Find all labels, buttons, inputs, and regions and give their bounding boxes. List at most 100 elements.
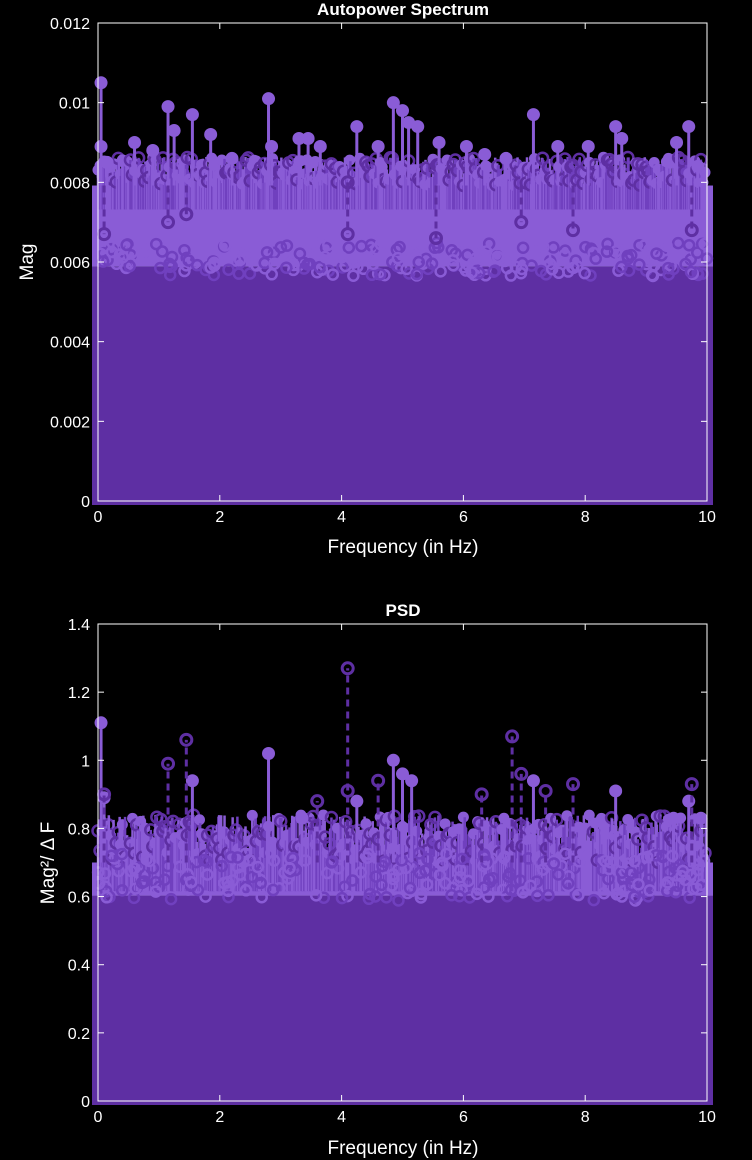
stem-marker <box>301 132 315 146</box>
psd-axes: 0 2 4 6 8 10 0 0.2 0.4 0.6 0.8 1 1.2 1.4 <box>68 617 716 1126</box>
noise-open-marker <box>684 265 698 279</box>
stem-marker <box>340 661 355 676</box>
stem-marker <box>100 155 114 169</box>
noise-open-marker <box>400 262 413 276</box>
noise-open-marker <box>600 245 614 258</box>
noise-open-marker <box>661 876 675 889</box>
noise-open-marker <box>420 878 434 891</box>
stem-marker <box>670 136 684 149</box>
stem-marker <box>684 777 699 792</box>
chart-title: Autopower Spectrum <box>317 0 489 19</box>
noise-open-marker <box>602 862 616 876</box>
noise-open-marker <box>245 870 259 884</box>
noise-open-marker <box>373 268 387 281</box>
noise-open-marker <box>486 871 500 885</box>
stem-marker <box>128 136 142 149</box>
stem-marker <box>396 104 409 118</box>
noise-open-marker <box>480 245 493 258</box>
stem-marker <box>94 139 108 153</box>
noise-open-marker <box>173 860 187 874</box>
noise-open-marker <box>234 868 247 881</box>
noise-open-marker <box>299 854 312 867</box>
noise-open-marker <box>268 257 281 270</box>
noise-open-marker <box>218 239 232 252</box>
stem-marker <box>94 76 108 90</box>
y-axis-label: Mag <box>17 244 38 281</box>
noise-open-marker <box>144 253 157 266</box>
y-tick-label: 0.6 <box>68 890 90 907</box>
noise-open-marker <box>459 264 473 277</box>
series-1 <box>97 175 699 246</box>
noise-open-marker <box>558 248 572 262</box>
noise-open-marker <box>504 883 518 897</box>
stem-marker <box>538 783 553 798</box>
stem-marker <box>474 787 489 802</box>
noise-open-marker <box>289 863 302 877</box>
noise-open-marker <box>601 237 614 251</box>
stem-marker <box>185 108 199 122</box>
noise-marker <box>194 814 205 826</box>
noise-open-marker <box>354 866 368 879</box>
stem-marker <box>265 139 279 153</box>
autopower-axes: 0 2 4 6 8 10 0 0.002 0.004 0.006 0.008 0.01 0.012 <box>50 16 716 526</box>
noise-open-marker <box>94 247 107 261</box>
noise-open-marker <box>283 861 296 875</box>
x-axis-label: Frequency (in Hz) <box>328 537 479 558</box>
stem-marker <box>340 227 355 242</box>
noise-open-marker <box>589 252 602 265</box>
stem-marker <box>350 120 364 134</box>
x-tick-label: 10 <box>698 1109 716 1126</box>
noise-open-marker <box>584 269 597 282</box>
stem-marker <box>295 811 309 825</box>
y-tick-label: 0.008 <box>50 175 90 192</box>
noise-open-marker <box>124 864 138 878</box>
noise-open-marker <box>177 237 191 251</box>
noise-open-marker <box>664 259 677 272</box>
noise-open-marker <box>318 250 332 264</box>
noise-marker <box>457 811 469 823</box>
noise-open-marker <box>496 883 510 897</box>
stem-marker <box>179 207 194 222</box>
noise-open-marker <box>378 855 391 869</box>
noise-open-marker <box>178 264 191 278</box>
noise-open-marker <box>453 870 467 884</box>
stem-marker <box>161 100 175 114</box>
noise-open-marker <box>135 876 149 890</box>
noise-floor-mass <box>92 266 713 505</box>
noise-open-marker <box>421 852 434 866</box>
series-1 <box>97 661 699 863</box>
noise-open-marker <box>661 884 674 898</box>
x-tick-label: 8 <box>581 509 590 526</box>
stem-marker <box>694 811 708 825</box>
noise-open-marker <box>140 853 153 866</box>
noise-open-marker <box>455 852 469 866</box>
axes-box <box>97 623 708 1102</box>
stem-marker <box>526 108 540 122</box>
noise-marker <box>428 810 442 825</box>
stem-marker <box>262 746 276 760</box>
noise-open-markers <box>94 236 714 283</box>
noise-open-marker <box>355 239 368 253</box>
stem-marker <box>514 766 529 781</box>
noise-open-marker <box>226 874 239 887</box>
noise-open-marker <box>413 847 426 860</box>
stem-marker <box>350 794 364 808</box>
noise-open-marker <box>572 888 585 902</box>
stem-marker <box>146 143 160 157</box>
noise-open-marker <box>446 253 460 267</box>
x-tick-label: 4 <box>337 1109 346 1126</box>
y-axis-label: Mag²/ Δ F <box>38 822 59 904</box>
noise-open-marker <box>137 239 151 252</box>
noise-open-marker <box>392 894 405 907</box>
noise-open-marker <box>477 881 491 894</box>
stem-marker <box>499 151 513 165</box>
noise-open-marker <box>266 883 280 897</box>
noise-open-marker <box>487 265 500 279</box>
noise-open-marker <box>578 266 591 280</box>
x-tick-label: 8 <box>581 1109 590 1126</box>
noise-open-marker <box>633 258 646 271</box>
noise-open-marker <box>239 884 253 897</box>
x-tick-label: 10 <box>698 509 716 526</box>
y-tick-label: 0.002 <box>50 414 90 431</box>
y-tick-label: 0 <box>81 1094 90 1111</box>
